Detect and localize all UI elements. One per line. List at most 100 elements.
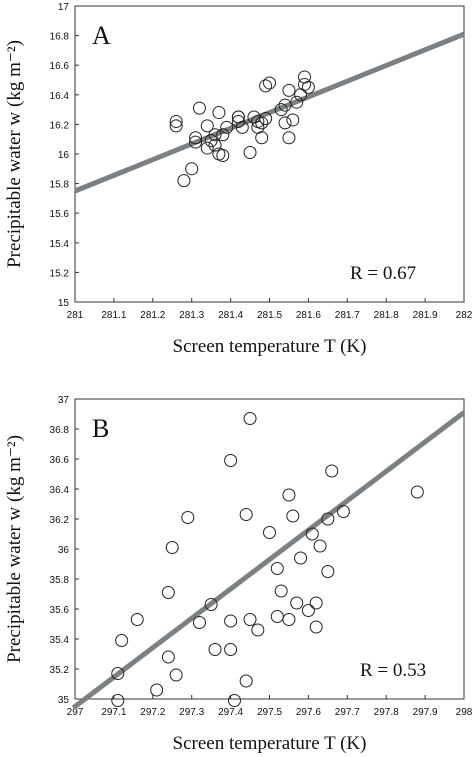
y-tick-label: 16.8 [50, 32, 70, 43]
data-point [243, 146, 257, 160]
data-point [336, 505, 350, 518]
panel-letter: A [92, 21, 111, 50]
y-tick-label: 36.4 [50, 485, 70, 496]
data-point [208, 128, 222, 142]
chart-panel-a: 281 281.1 281.2 281.3 281.4 281.5 281.6 281.7 28… [4, 2, 473, 357]
x-tick-label: 297.4 [218, 707, 243, 718]
data-point [216, 148, 230, 162]
x-tick-label: 281.6 [296, 310, 321, 321]
data-point [181, 511, 195, 524]
x-tick-label: 281.8 [374, 310, 399, 321]
y-tick-label: 16.6 [50, 61, 70, 72]
y-tick-label: 16.2 [50, 120, 70, 131]
x-tick-label: 281 [67, 310, 84, 321]
y-tick-label: 36.6 [50, 455, 70, 466]
data-point [169, 114, 183, 128]
y-tick-label: 35.4 [50, 635, 70, 646]
data-point [282, 83, 296, 97]
data-point [208, 138, 222, 152]
x-tick-label: 281.9 [413, 310, 438, 321]
data-point [290, 596, 304, 610]
x-tick-label: 297.2 [140, 707, 165, 718]
data-point [305, 527, 319, 541]
data-point [111, 667, 125, 680]
y-tick-label: 15.8 [50, 180, 70, 191]
data-point [309, 620, 323, 634]
x-tick-label: 297.1 [101, 707, 126, 718]
data-point [270, 610, 284, 623]
data-point [161, 650, 175, 664]
plot-frame [74, 5, 465, 303]
data-point [224, 643, 238, 656]
plot-frame [74, 398, 465, 700]
y-tick-label: 35.6 [50, 605, 70, 616]
y-tick-label: 36.2 [50, 515, 70, 526]
correlation-label: R = 0.67 [350, 263, 416, 284]
regression-line [74, 31, 465, 194]
data-point [282, 613, 296, 626]
y-tick-label: 36 [58, 545, 70, 556]
x-tick-label: 281.2 [140, 310, 165, 321]
data-point [192, 616, 206, 629]
data-point [309, 596, 323, 610]
x-tick-label: 281.7 [335, 310, 360, 321]
data-point [189, 131, 203, 145]
x-tick-label: 281.5 [257, 310, 282, 321]
y-tick-label: 35 [58, 695, 70, 706]
data-point [282, 488, 296, 502]
x-tick-label: 281.4 [218, 310, 243, 321]
data-point [239, 508, 253, 521]
x-tick-label: 298 [456, 707, 473, 718]
data-point [243, 412, 257, 425]
data-point [177, 174, 191, 188]
x-tick-label: 297.3 [179, 707, 204, 718]
data-point [313, 539, 327, 553]
data-point [200, 141, 214, 155]
data-point [259, 111, 273, 125]
data-point [212, 106, 226, 120]
y-tick-label: 15.2 [50, 268, 70, 279]
x-axis-title: Screen temperature T (K) [173, 733, 367, 754]
y-axis-title: Precipitable water w (kg m⁻²) [4, 40, 25, 268]
x-tick-label: 281.3 [179, 310, 204, 321]
y-tick-label: 35.8 [50, 575, 70, 586]
data-point [227, 694, 241, 707]
data-point [235, 120, 249, 134]
data-point [270, 562, 284, 575]
y-tick-label: 15.4 [50, 239, 70, 250]
data-point [204, 598, 218, 611]
data-point [150, 683, 164, 697]
data-point [239, 674, 253, 688]
x-axis-title: Screen temperature T (K) [173, 336, 367, 357]
y-tick-label: 35.2 [50, 665, 70, 676]
data-point [301, 604, 315, 617]
y-tick-label: 16 [58, 150, 70, 161]
data-point [224, 614, 238, 628]
y-tick-label: 36.8 [50, 425, 70, 436]
data-point [298, 77, 312, 91]
data-point [321, 512, 335, 526]
data-point [192, 101, 206, 115]
data-point [282, 131, 296, 145]
data-point [410, 485, 424, 499]
data-point [255, 116, 269, 130]
data-point [274, 584, 288, 598]
x-tick-label: 282 [456, 310, 473, 321]
data-point [130, 613, 144, 626]
data-point [325, 464, 339, 478]
y-tick-label: 15.6 [50, 209, 70, 220]
data-point [301, 80, 315, 94]
data-point [278, 116, 292, 130]
x-tick-label: 297.8 [374, 707, 399, 718]
x-tick-label: 297.7 [335, 707, 360, 718]
data-point [165, 541, 179, 554]
data-point [274, 103, 288, 117]
x-tick-label: 297 [67, 707, 84, 718]
y-tick-label: 17 [58, 2, 70, 13]
regression-line [71, 410, 466, 710]
data-point [224, 454, 238, 467]
panel-letter: B [92, 414, 109, 443]
data-point [255, 131, 269, 145]
data-point [220, 120, 234, 134]
